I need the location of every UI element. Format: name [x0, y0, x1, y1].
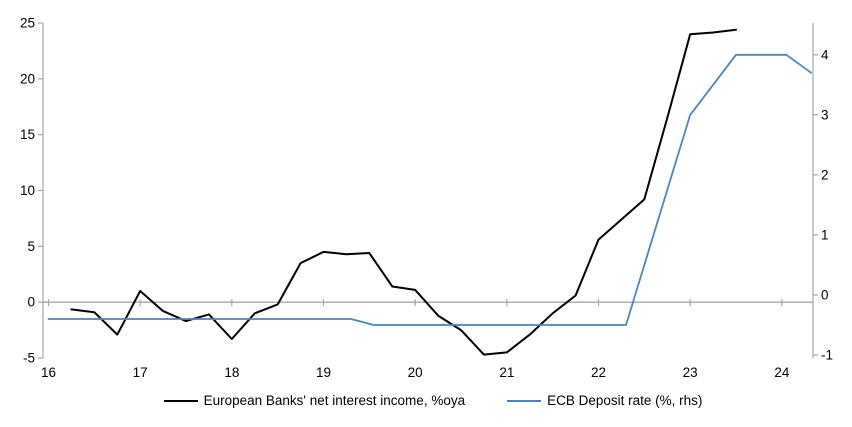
x-tick-label: 16	[41, 365, 56, 380]
ecb-line-swatch	[507, 399, 542, 402]
x-tick-label: 20	[408, 365, 423, 380]
right-axis-tick-label: 2	[821, 167, 829, 182]
x-tick-label: 18	[224, 365, 239, 380]
nii-line	[70, 28, 737, 356]
right-axis-tick-label: -1	[821, 347, 833, 362]
right-axis-tick-label: 3	[821, 107, 829, 122]
left-axis-tick-label: 25	[20, 16, 35, 31]
ecb-legend-label: ECB Deposit rate (%, rhs)	[547, 393, 703, 408]
x-tick-label: 19	[316, 365, 331, 380]
x-tick-label: 23	[683, 365, 698, 380]
x-tick-label: 24	[774, 365, 790, 380]
left-axis-tick-label: 0	[27, 295, 35, 310]
x-tick-label: 17	[133, 365, 148, 380]
nii-line-swatch	[163, 399, 198, 402]
legend-item-ecb-deposit-rate: ECB Deposit rate (%, rhs)	[507, 393, 702, 408]
left-axis-tick-label: 20	[20, 71, 35, 86]
right-axis-tick-label: 0	[821, 287, 829, 302]
left-axis-tick-label: 15	[20, 127, 35, 142]
chart-legend: European Banks' net interest income, %oy…	[0, 393, 852, 408]
left-axis-tick-label: -5	[23, 351, 35, 366]
left-axis-tick-label: 5	[27, 239, 35, 254]
x-tick-label: 21	[499, 365, 514, 380]
legend-item-net-interest-income: European Banks' net interest income, %oy…	[163, 393, 466, 408]
nii-legend-label: European Banks' net interest income, %oy…	[203, 393, 466, 408]
left-axis-tick-label: 10	[20, 183, 35, 198]
x-tick-label: 22	[591, 365, 606, 380]
right-axis-tick-label: 1	[821, 227, 829, 242]
right-axis-tick-label: 4	[821, 47, 829, 62]
ecb-deposit-rate-line	[47, 53, 813, 326]
